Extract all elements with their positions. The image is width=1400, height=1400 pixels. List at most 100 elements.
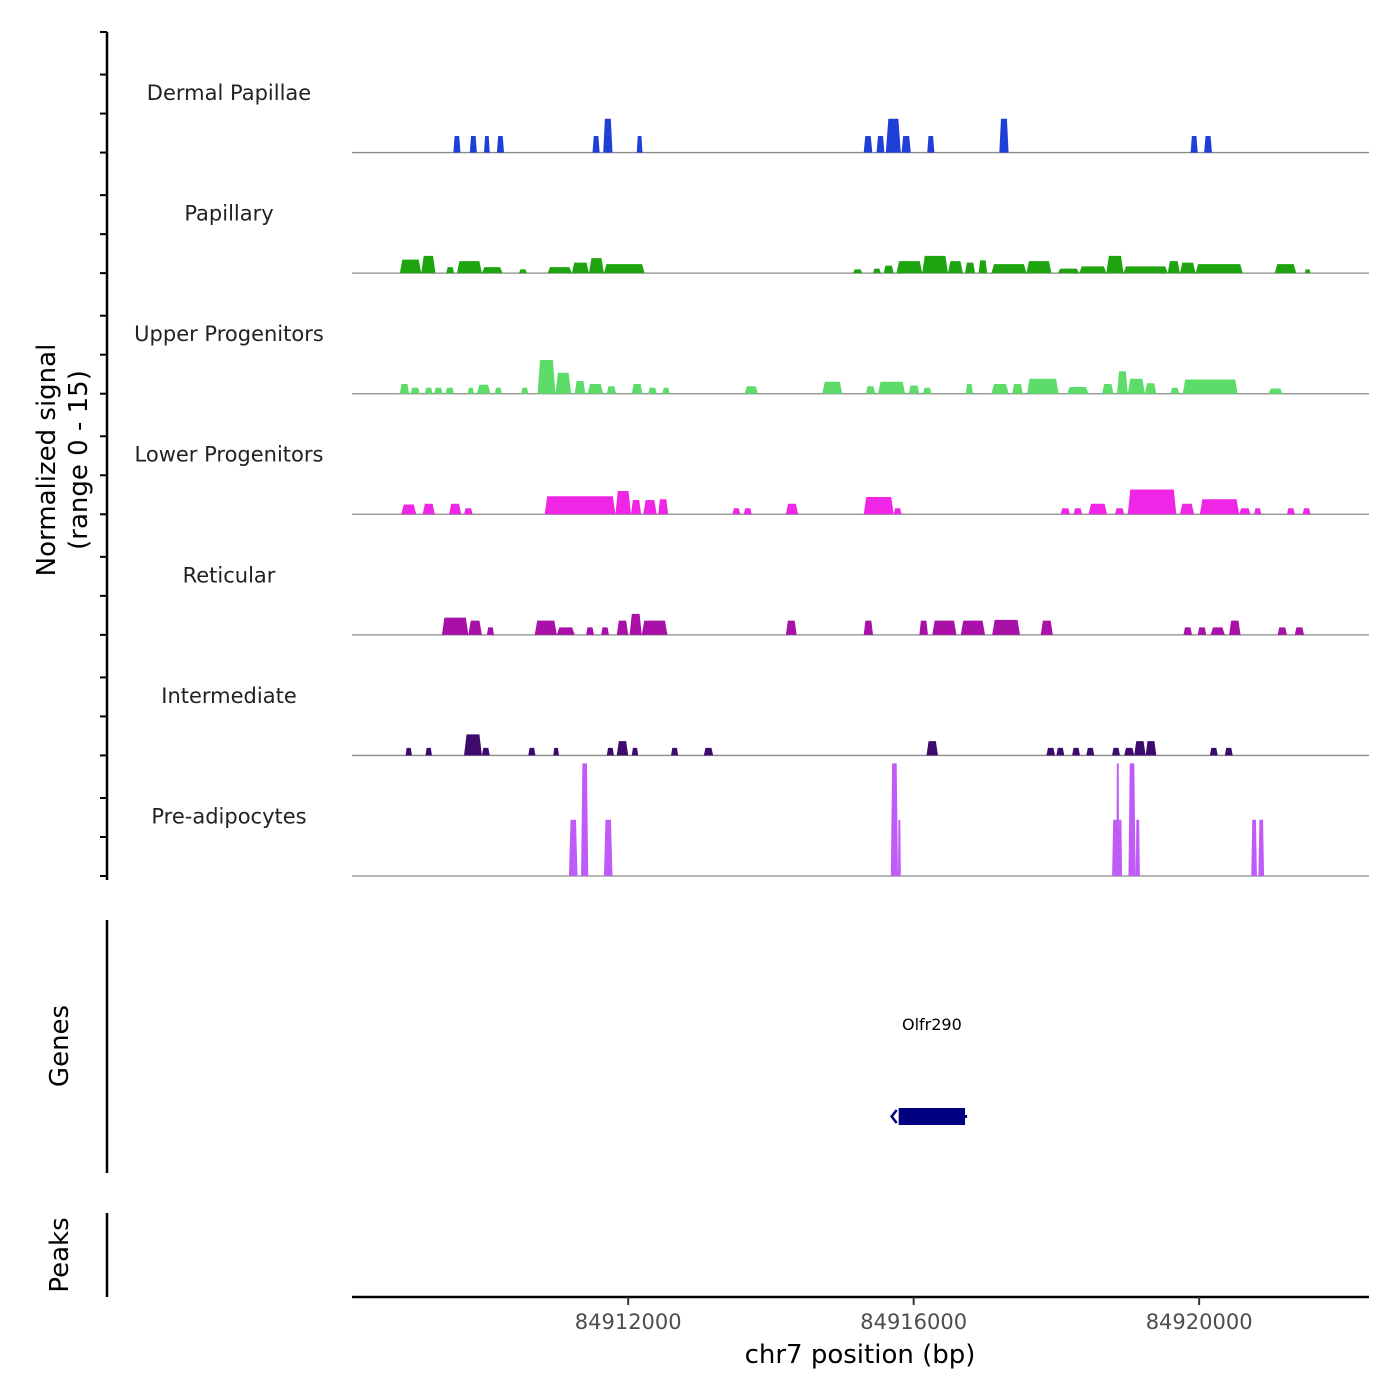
signal-peak: [464, 508, 473, 515]
signal-peak: [1258, 819, 1265, 876]
signal-peak: [464, 734, 482, 756]
signal-peak: [932, 620, 957, 635]
signal-peak: [1294, 627, 1305, 635]
signal-peak: [999, 118, 1009, 153]
signal-peak: [467, 387, 475, 394]
signal-peak: [469, 136, 477, 153]
signal-peak: [1072, 747, 1080, 756]
gene-annotations: Olfr290: [890, 1015, 968, 1125]
peaks-track-label: Peaks: [45, 1217, 75, 1292]
signal-peak: [1067, 386, 1089, 394]
coverage-y-ticks: [100, 31, 107, 877]
signal-peak: [1114, 508, 1125, 515]
signal-peak: [893, 508, 902, 515]
signal-peak: [1026, 261, 1052, 274]
signal-peak: [1073, 508, 1083, 515]
signal-peak: [1210, 627, 1225, 635]
signal-peak: [1170, 387, 1180, 394]
signal-peak: [978, 260, 988, 274]
signal-peak: [1127, 378, 1145, 394]
signal-peak: [965, 383, 973, 394]
coverage-tracks: [352, 118, 1369, 877]
signal-peak: [453, 136, 461, 153]
signal-peak: [494, 387, 502, 394]
signal-peak: [606, 747, 614, 756]
signal-peak: [1056, 747, 1065, 756]
signal-peak: [927, 136, 935, 153]
signal-peak: [744, 386, 759, 394]
signal-peak: [926, 741, 938, 756]
signal-peak: [1046, 747, 1055, 756]
signal-peak: [1199, 499, 1240, 515]
signal-peak: [556, 627, 575, 635]
signal-peak: [1254, 508, 1262, 515]
signal-peak: [1088, 503, 1108, 515]
track-upper-progenitors: [352, 359, 1369, 395]
signal-peak: [446, 267, 455, 274]
track-label: Reticular: [183, 563, 276, 587]
signal-peak: [671, 747, 679, 756]
signal-peak: [1106, 255, 1124, 274]
signal-peak: [1144, 383, 1157, 394]
track-dermal-papillae: [352, 118, 1369, 154]
strand-arrow-icon: [890, 1109, 898, 1124]
signal-peak: [641, 620, 668, 635]
signal-peak: [991, 264, 1027, 274]
signal-peak: [1302, 508, 1311, 515]
signal-peak: [785, 620, 797, 635]
signal-peak: [992, 619, 1021, 635]
signal-peak: [528, 747, 536, 756]
signal-peak: [434, 387, 443, 394]
signal-peak: [481, 267, 503, 274]
signal-peak: [1124, 747, 1135, 756]
signal-peak: [1012, 383, 1023, 394]
signal-peak: [1251, 819, 1257, 876]
signal-peak: [1040, 620, 1053, 635]
signal-peak: [658, 499, 669, 515]
signal-peak: [496, 136, 505, 153]
signal-peak: [662, 387, 670, 394]
signal-peak: [587, 383, 604, 394]
signal-peak: [743, 508, 752, 515]
y-axis-title-line-1: Normalized signal: [32, 344, 62, 577]
y-axis-title-line-2: (range 0 - 15): [64, 370, 94, 550]
signal-peak: [601, 627, 609, 635]
signal-peak: [476, 384, 491, 394]
signal-peak: [631, 500, 642, 515]
signal-peak: [586, 627, 594, 635]
signal-peak: [1183, 627, 1193, 635]
signal-peak: [553, 747, 559, 756]
signal-peak: [631, 383, 643, 394]
signal-peak: [991, 383, 1009, 394]
signal-peak: [785, 503, 799, 515]
signal-peak: [449, 503, 462, 515]
track-reticular: [352, 613, 1369, 636]
signal-peak: [1190, 136, 1198, 153]
signal-peak: [1127, 489, 1177, 515]
signal-peak: [703, 747, 714, 756]
signal-peak: [629, 613, 642, 635]
signal-peak: [456, 261, 482, 274]
gene-label: Olfr290: [902, 1015, 962, 1034]
signal-peak: [631, 747, 639, 756]
signal-peak: [1179, 503, 1195, 515]
signal-peak: [555, 372, 572, 394]
track-pre-adipocytes: [352, 763, 1369, 877]
genes-track-label: Genes: [45, 1005, 75, 1087]
signal-peak: [1277, 627, 1287, 635]
signal-peak: [1086, 747, 1095, 756]
signal-peak: [1118, 819, 1123, 876]
signal-peak: [486, 627, 495, 635]
signal-peak: [1204, 136, 1212, 153]
track-labels: Dermal Papillae Papillary Upper Progenitor…: [134, 81, 324, 828]
signal-peak: [1117, 371, 1128, 394]
gene-olfr290: Olfr290: [890, 1015, 968, 1125]
signal-peak: [1229, 620, 1241, 635]
signal-peak: [1079, 266, 1107, 274]
signal-peak: [615, 491, 632, 515]
x-axis-ticks: 84912000 84916000 84920000: [575, 1297, 1253, 1334]
signal-peak: [922, 387, 932, 394]
signal-peak: [732, 508, 741, 515]
signal-peak: [922, 255, 948, 274]
